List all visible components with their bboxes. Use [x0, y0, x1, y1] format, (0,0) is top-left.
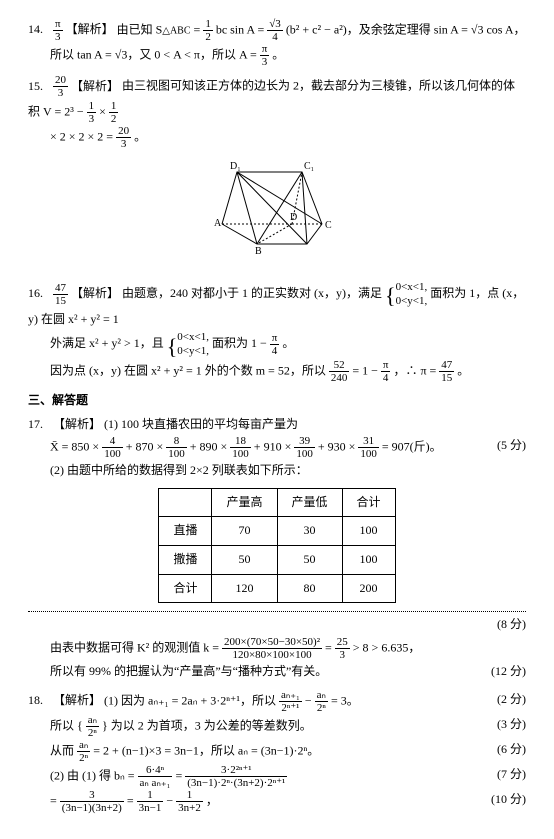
q14-tag: 【解析】: [66, 19, 114, 41]
q18: 18. 【解析】 (1) 因为 aₙ₊₁ = 2aₙ + 3·2ⁿ⁺¹，所以 a…: [28, 689, 526, 815]
q18-num: 18.: [28, 690, 50, 712]
q14-num: 14.: [28, 19, 50, 41]
q16-l2: 外满足 x² + y² > 1，且 {0<x<1,0<y<1, 面积为 1 − …: [28, 330, 526, 359]
score: (5 分): [497, 435, 526, 457]
q14-l1a: 由已知 S: [117, 22, 163, 36]
score: (2 分): [497, 689, 526, 711]
q16-tag: 【解析】: [71, 283, 119, 305]
q14-ans: π3: [53, 18, 63, 43]
q17: 17. 【解析】 (1) 100 块直播农田的平均每亩产量为 X̄ = 850 …: [28, 414, 526, 683]
q17-table: 产量高产量低合计 直播7030100 撒播5050100 合计12080200: [158, 488, 395, 603]
q14: 14. π3 【解析】 由已知 S△ABC = 12 bc sin A = √3…: [28, 18, 526, 68]
q16: 16. 4715 【解析】 由题意，240 对都小于 1 的正实数对 (x，y)…: [28, 280, 526, 384]
q15-num: 15.: [28, 76, 50, 98]
svg-text:C: C: [325, 220, 332, 231]
q17-l4: 所以有 99% 的把握认为“产量高”与“播种方式”有关。 (12 分): [28, 661, 526, 683]
score: (6 分): [497, 739, 526, 761]
svg-text:B: B: [255, 246, 262, 257]
q17-line1: X̄ = 850 × 4100 + 870 × 8100 + 890 × 181…: [28, 435, 526, 460]
q16-num: 16.: [28, 283, 50, 305]
q15-l2: × 2 × 2 × 2 = 203 。: [28, 125, 526, 150]
score: (7 分): [497, 764, 526, 786]
svg-text:D₁: D₁: [230, 161, 241, 172]
svg-text:D: D: [290, 212, 297, 223]
q15-ans: 203: [53, 74, 68, 99]
q18-l2: 所以 { aₙ2ⁿ } 为以 2 为首项，3 为公差的等差数列。 (3 分): [28, 714, 526, 739]
q17-tag: 【解析】: [53, 414, 101, 436]
q18-l5: = 3(3n−1)(3n+2) = 13n−1 − 13n+2 ， (10 分): [28, 789, 526, 814]
svg-text:C₁: C₁: [304, 161, 314, 172]
svg-text:A: A: [214, 218, 222, 229]
score: (10 分): [491, 789, 526, 811]
q15-tag: 【解析】: [71, 76, 119, 98]
score: (12 分): [491, 661, 526, 683]
q15: 15. 203 【解析】 由三视图可知该正方体的边长为 2，截去部分为三棱锥，所…: [28, 74, 526, 274]
q16-l3: 因为点 (x，y) 在圆 x² + y² = 1 外的个数 m = 52，所以 …: [28, 359, 526, 384]
q14-l2: 所以 tan A = √3，又 0 < A < π，所以 A = π3 。: [28, 43, 526, 68]
q17-p2: (2) 由题中所给的数据得到 2×2 列联表如下所示：: [28, 460, 526, 482]
q17-num: 17.: [28, 414, 50, 436]
q17-l3: 由表中数据可得 K² 的观测值 k = 200×(70×50−30×50)²12…: [28, 636, 526, 661]
q18-tag: 【解析】: [53, 690, 101, 712]
score: (3 分): [497, 714, 526, 736]
q18-l3: 从而 aₙ2ⁿ = 2 + (n−1)×3 = 3n−1，所以 aₙ = (3n…: [28, 739, 526, 764]
q15-diagram: A B C D D₁ C₁: [202, 154, 352, 274]
q16-ans: 4715: [53, 282, 68, 307]
section-3: 三、解答题: [28, 390, 526, 412]
score: (8 分): [497, 614, 526, 636]
